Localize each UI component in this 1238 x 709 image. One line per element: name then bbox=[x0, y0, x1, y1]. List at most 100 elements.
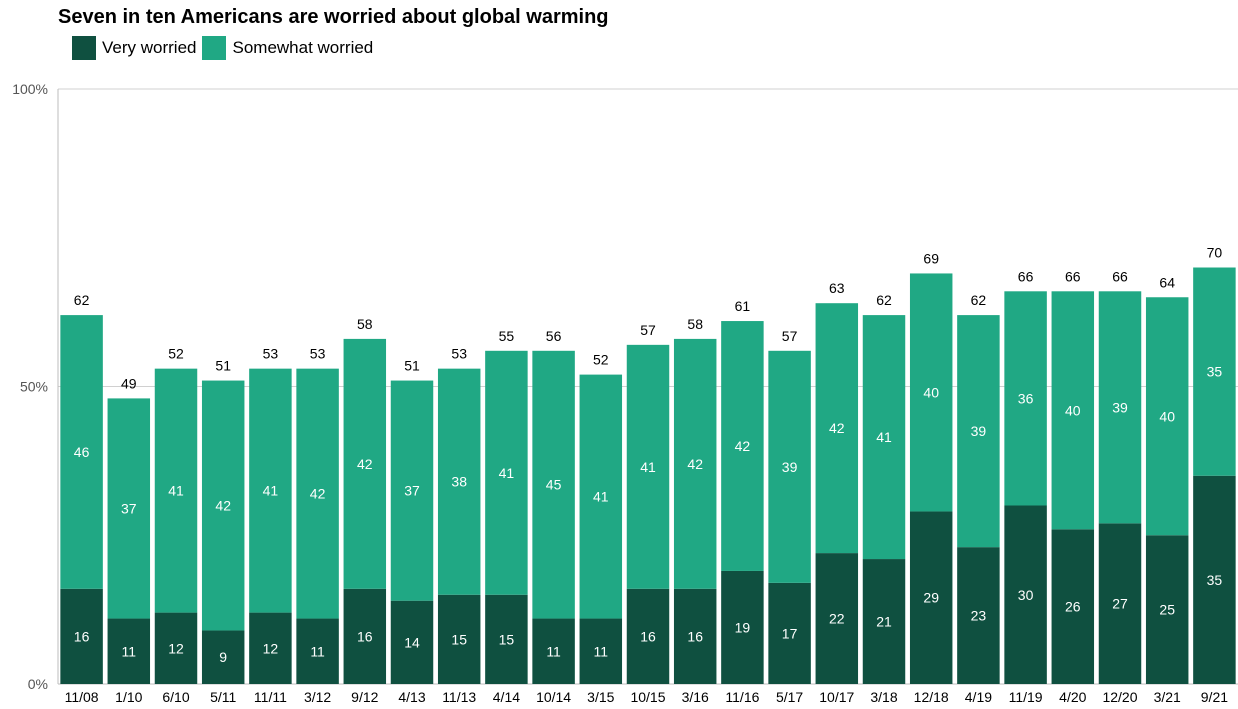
bar-somewhat-worried bbox=[862, 315, 906, 560]
data-label-very-worried: 16 bbox=[74, 628, 90, 644]
bar-somewhat-worried bbox=[1098, 291, 1142, 524]
data-label-somewhat-worried: 40 bbox=[1065, 402, 1081, 418]
total-label: 57 bbox=[640, 322, 656, 338]
total-label: 51 bbox=[404, 358, 420, 374]
data-label-somewhat-worried: 42 bbox=[215, 498, 231, 514]
x-tick-label: 4/20 bbox=[1059, 689, 1086, 705]
data-label-very-worried: 22 bbox=[829, 611, 845, 627]
x-tick-label: 11/11 bbox=[254, 689, 287, 705]
x-tick-label: 3/18 bbox=[870, 689, 897, 705]
y-tick-label: 50% bbox=[20, 379, 48, 395]
data-label-somewhat-worried: 39 bbox=[782, 459, 798, 475]
total-label: 64 bbox=[1159, 274, 1175, 290]
total-label: 53 bbox=[263, 346, 279, 362]
data-label-somewhat-worried: 41 bbox=[593, 489, 609, 505]
data-label-somewhat-worried: 39 bbox=[1112, 399, 1128, 415]
bar-somewhat-worried bbox=[107, 398, 151, 619]
bar-very-worried bbox=[1004, 505, 1047, 684]
bar-somewhat-worried bbox=[1051, 291, 1095, 530]
data-label-very-worried: 9 bbox=[219, 649, 227, 665]
bar-very-worried bbox=[437, 594, 481, 684]
x-tick-label: 11/08 bbox=[65, 689, 99, 705]
bar-very-worried bbox=[626, 588, 670, 684]
total-label: 62 bbox=[876, 292, 892, 308]
bar-very-worried bbox=[107, 618, 151, 684]
bar-somewhat-worried bbox=[1145, 297, 1189, 536]
bar-very-worried bbox=[201, 630, 245, 684]
legend-swatch-somewhat-worried bbox=[202, 36, 227, 60]
data-label-somewhat-worried: 40 bbox=[923, 384, 939, 400]
x-tick-label: 3/15 bbox=[587, 689, 614, 705]
bar-very-worried bbox=[1098, 523, 1142, 684]
x-tick-label: 4/13 bbox=[398, 689, 425, 705]
total-label: 66 bbox=[1112, 268, 1128, 284]
x-tick-label: 5/17 bbox=[776, 689, 803, 705]
data-label-very-worried: 11 bbox=[594, 643, 609, 659]
data-label-very-worried: 27 bbox=[1112, 596, 1128, 612]
bar-somewhat-worried bbox=[626, 344, 670, 589]
total-label: 49 bbox=[121, 375, 137, 391]
total-label: 55 bbox=[499, 328, 515, 344]
x-tick-label: 3/21 bbox=[1154, 689, 1181, 705]
bar-somewhat-worried bbox=[485, 350, 528, 595]
total-label: 56 bbox=[546, 328, 562, 344]
bar-somewhat-worried bbox=[1193, 267, 1236, 476]
total-label: 51 bbox=[215, 358, 231, 374]
data-label-somewhat-worried: 41 bbox=[168, 483, 184, 499]
data-label-somewhat-worried: 42 bbox=[829, 420, 845, 436]
data-label-somewhat-worried: 37 bbox=[121, 500, 137, 516]
total-label: 62 bbox=[971, 292, 987, 308]
y-tick-label: 0% bbox=[28, 676, 48, 692]
bar-very-worried bbox=[60, 588, 103, 684]
bar-very-worried bbox=[1193, 475, 1236, 684]
bar-very-worried bbox=[1051, 529, 1095, 684]
data-label-somewhat-worried: 45 bbox=[546, 477, 562, 493]
data-label-very-worried: 16 bbox=[687, 628, 703, 644]
bar-very-worried bbox=[815, 553, 859, 684]
bar-somewhat-worried bbox=[673, 338, 717, 589]
data-label-somewhat-worried: 38 bbox=[451, 474, 467, 490]
legend-item-somewhat-worried: Somewhat worried bbox=[202, 36, 373, 60]
data-label-very-worried: 30 bbox=[1018, 587, 1034, 603]
total-label: 52 bbox=[168, 346, 184, 362]
data-label-very-worried: 25 bbox=[1159, 602, 1175, 618]
data-label-somewhat-worried: 39 bbox=[971, 423, 987, 439]
x-tick-label: 9/12 bbox=[351, 689, 378, 705]
data-label-very-worried: 26 bbox=[1065, 599, 1081, 615]
data-label-very-worried: 11 bbox=[546, 643, 561, 659]
total-label: 53 bbox=[310, 346, 326, 362]
bar-very-worried bbox=[721, 570, 764, 684]
bar-very-worried bbox=[768, 582, 811, 684]
bar-very-worried bbox=[957, 547, 1000, 684]
data-label-very-worried: 16 bbox=[640, 628, 656, 644]
bar-very-worried bbox=[673, 588, 717, 684]
total-label: 62 bbox=[74, 292, 90, 308]
bar-very-worried bbox=[862, 559, 906, 684]
data-label-very-worried: 15 bbox=[451, 631, 467, 647]
total-label: 52 bbox=[593, 352, 609, 368]
bar-very-worried bbox=[485, 594, 528, 684]
bar-somewhat-worried bbox=[296, 368, 339, 619]
bar-somewhat-worried bbox=[201, 380, 245, 631]
data-label-somewhat-worried: 41 bbox=[263, 483, 279, 499]
total-label: 58 bbox=[357, 316, 373, 332]
legend-label-very-worried: Very worried bbox=[102, 38, 197, 57]
bar-somewhat-worried bbox=[1004, 291, 1047, 506]
x-tick-label: 1/10 bbox=[115, 689, 142, 705]
total-label: 70 bbox=[1207, 245, 1223, 261]
total-label: 69 bbox=[923, 250, 939, 266]
x-tick-label: 4/19 bbox=[965, 689, 992, 705]
data-label-very-worried: 29 bbox=[923, 590, 939, 606]
data-label-very-worried: 17 bbox=[782, 625, 798, 641]
x-tick-label: 10/17 bbox=[819, 689, 854, 705]
bar-somewhat-worried bbox=[815, 303, 859, 554]
data-label-very-worried: 12 bbox=[168, 640, 184, 656]
total-label: 53 bbox=[451, 346, 467, 362]
bar-somewhat-worried bbox=[721, 321, 764, 571]
bar-somewhat-worried bbox=[909, 273, 953, 512]
legend-label-somewhat-worried: Somewhat worried bbox=[232, 38, 374, 57]
data-label-somewhat-worried: 35 bbox=[1207, 364, 1223, 380]
total-label: 66 bbox=[1065, 268, 1081, 284]
data-label-very-worried: 11 bbox=[122, 643, 137, 659]
data-label-somewhat-worried: 46 bbox=[74, 444, 90, 460]
